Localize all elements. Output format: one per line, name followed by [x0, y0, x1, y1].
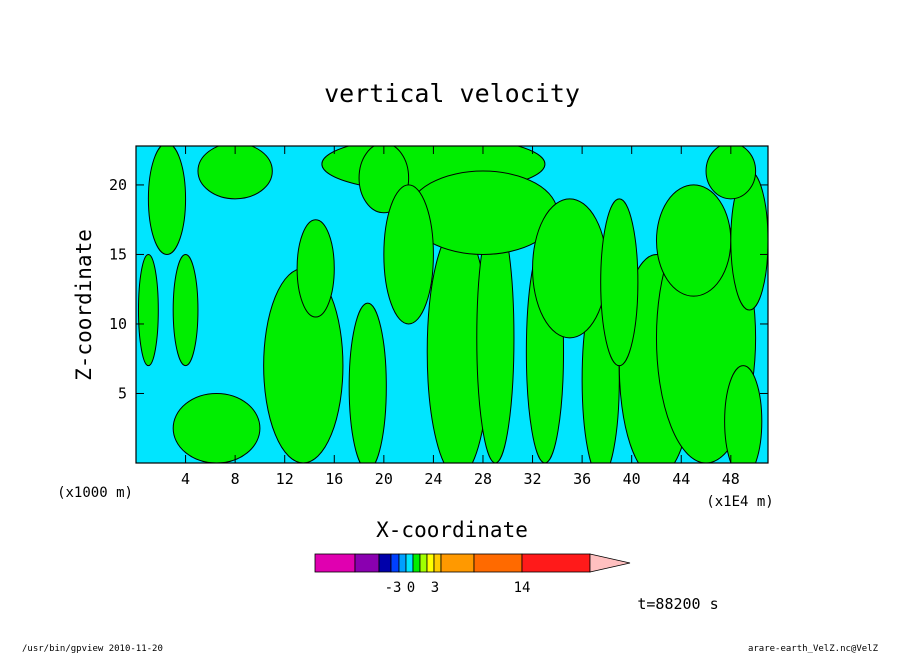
x-tick-label: 24	[424, 470, 442, 488]
x-tick-label: 16	[325, 470, 343, 488]
y-tick-label: 5	[118, 384, 127, 402]
colorbar-label: 14	[514, 580, 531, 596]
positive-region-21	[655, 184, 732, 297]
x-tick-label: 48	[722, 470, 740, 488]
positive-region-14	[197, 146, 273, 200]
colorbar-segment	[433, 553, 442, 573]
colorbar-label: 0	[407, 580, 415, 596]
footer-left: /usr/bin/gpview 2010-11-20	[22, 644, 163, 654]
colorbar-segment	[521, 553, 591, 573]
y-axis-ticks: 5 10 15 20	[109, 176, 768, 402]
time-label: t=88200 s	[637, 595, 718, 613]
colorbar	[314, 553, 631, 573]
colorbar-labels: -3 0 3 14	[385, 580, 531, 596]
positive-region-10	[724, 365, 763, 463]
colorbar-segment	[426, 553, 435, 573]
colorbar-segment	[412, 553, 421, 573]
y-axis-label: Z-coordinate	[72, 229, 96, 381]
positive-region-16	[137, 253, 159, 367]
x-tick-label: 8	[231, 470, 240, 488]
positive-region-20	[600, 198, 639, 367]
x-tick-label: 40	[623, 470, 641, 488]
positive-region-17	[172, 253, 199, 367]
colorbar-segment	[419, 553, 428, 573]
colorbar-segment	[398, 553, 407, 573]
x-unit-right: (x1E4 m)	[706, 494, 773, 510]
x-axis-label: X-coordinate	[376, 518, 528, 542]
colorbar-arrow	[589, 553, 631, 573]
plot-area	[135, 145, 769, 464]
x-tick-label: 36	[573, 470, 591, 488]
colorbar-segment	[314, 553, 356, 573]
footer-right: arare-earth_VelZ.nc@VelZ	[748, 644, 879, 654]
x-unit-left: (x1000 m)	[57, 485, 133, 501]
positive-region-18	[383, 184, 434, 325]
chart-title: vertical velocity	[324, 79, 580, 108]
colorbar-label: -3	[385, 580, 402, 596]
x-tick-label: 20	[375, 470, 393, 488]
colorbar-label: 3	[431, 580, 439, 596]
x-tick-label: 12	[276, 470, 294, 488]
colorbar-segment	[440, 553, 475, 573]
positive-region-15	[147, 146, 187, 255]
positive-region-2	[348, 302, 387, 463]
positive-region-3	[296, 219, 335, 318]
colorbar-segment	[473, 553, 523, 573]
x-tick-label: 28	[474, 470, 492, 488]
positive-region-19	[532, 198, 608, 339]
x-tick-label: 32	[524, 470, 542, 488]
y-tick-label: 10	[109, 315, 127, 333]
x-tick-label: 44	[672, 470, 690, 488]
x-tick-label: 4	[181, 470, 190, 488]
positive-regions	[137, 146, 768, 463]
y-tick-label: 15	[109, 245, 127, 263]
colorbar-segment	[405, 553, 414, 573]
x-axis-ticks: 4 8 12 16 20 24 28 32 36 40 44 48	[181, 146, 740, 488]
positive-region-0	[172, 392, 261, 463]
colorbar-segment	[378, 553, 392, 573]
plot-frame	[135, 145, 769, 464]
colorbar-segment	[354, 553, 380, 573]
positive-region-23	[705, 146, 757, 200]
y-tick-label: 20	[109, 176, 127, 194]
colorbar-segment	[390, 553, 400, 573]
